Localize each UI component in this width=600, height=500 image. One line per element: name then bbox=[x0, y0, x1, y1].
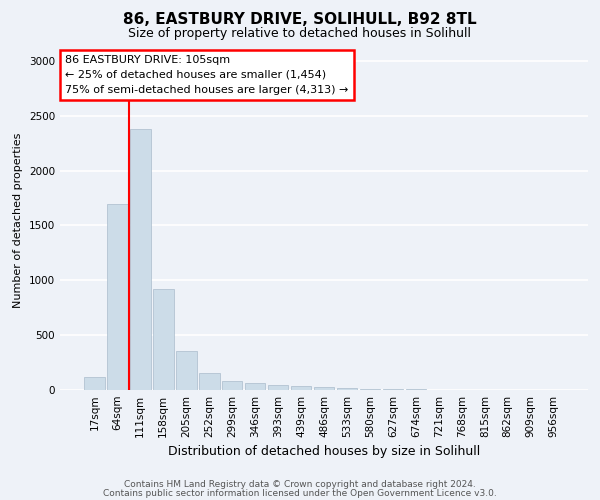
Bar bbox=[359, 389, 380, 390]
Bar bbox=[176, 350, 197, 390]
Text: Contains HM Land Registry data © Crown copyright and database right 2024.: Contains HM Land Registry data © Crown c… bbox=[124, 480, 476, 489]
Bar bbox=[153, 289, 173, 390]
Bar bbox=[84, 378, 104, 390]
Bar bbox=[383, 389, 403, 390]
Bar bbox=[290, 386, 311, 390]
Text: 86, EASTBURY DRIVE, SOLIHULL, B92 8TL: 86, EASTBURY DRIVE, SOLIHULL, B92 8TL bbox=[123, 12, 477, 28]
Text: 86 EASTBURY DRIVE: 105sqm
← 25% of detached houses are smaller (1,454)
75% of se: 86 EASTBURY DRIVE: 105sqm ← 25% of detac… bbox=[65, 55, 349, 94]
Text: Contains public sector information licensed under the Open Government Licence v3: Contains public sector information licen… bbox=[103, 488, 497, 498]
X-axis label: Distribution of detached houses by size in Solihull: Distribution of detached houses by size … bbox=[168, 446, 480, 458]
Bar bbox=[245, 384, 265, 390]
Bar bbox=[314, 388, 334, 390]
Bar bbox=[130, 129, 151, 390]
Bar bbox=[222, 381, 242, 390]
Text: Size of property relative to detached houses in Solihull: Size of property relative to detached ho… bbox=[128, 28, 472, 40]
Bar bbox=[268, 385, 289, 390]
Bar bbox=[107, 204, 128, 390]
Bar bbox=[199, 373, 220, 390]
Y-axis label: Number of detached properties: Number of detached properties bbox=[13, 132, 23, 308]
Bar bbox=[337, 388, 358, 390]
